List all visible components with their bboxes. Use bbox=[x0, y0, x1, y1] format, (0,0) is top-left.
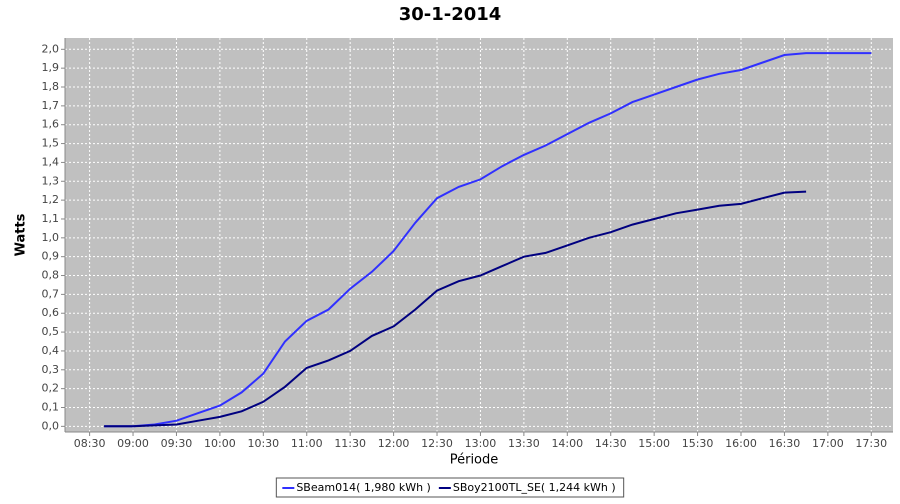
x-tick-label: 15:00 bbox=[638, 437, 670, 450]
y-tick-label: 0,2 bbox=[42, 382, 60, 395]
y-tick-label: 0,4 bbox=[42, 344, 60, 357]
y-tick-label: 1,0 bbox=[42, 231, 60, 244]
x-tick-label: 08:30 bbox=[74, 437, 106, 450]
y-axis-label: Watts bbox=[14, 213, 29, 256]
y-tick-label: 0,5 bbox=[42, 325, 60, 338]
x-tick-label: 14:30 bbox=[595, 437, 627, 450]
series-line bbox=[104, 52, 872, 428]
x-tick-label: 09:00 bbox=[117, 437, 149, 450]
x-tick-label: 17:00 bbox=[812, 437, 844, 450]
y-tick-label: 1,3 bbox=[42, 174, 60, 187]
x-tick-label: 17:30 bbox=[855, 437, 887, 450]
y-tick-label: 0,7 bbox=[42, 287, 60, 300]
y-tick-label: 2,0 bbox=[42, 42, 60, 55]
y-tick-label: 1,7 bbox=[42, 99, 60, 112]
x-tick-label: 16:30 bbox=[769, 437, 801, 450]
x-tick-label: 13:30 bbox=[508, 437, 540, 450]
x-tick-label: 11:00 bbox=[291, 437, 323, 450]
y-tick-label: 0,9 bbox=[42, 250, 60, 263]
x-tick-label: 11:30 bbox=[334, 437, 366, 450]
y-tick-label: 1,2 bbox=[42, 193, 60, 206]
y-tick-label: 0,3 bbox=[42, 363, 60, 376]
x-tick-label: 15:30 bbox=[682, 437, 714, 450]
y-tick-label: 0,6 bbox=[42, 306, 60, 319]
y-tick-label: 1,4 bbox=[42, 155, 60, 168]
y-tick-label: 1,1 bbox=[42, 212, 60, 225]
legend: SBeam014( 1,980 kWh ) SBoy2100TL_SE( 1,24… bbox=[275, 477, 625, 498]
x-tick-label: 10:00 bbox=[204, 437, 236, 450]
chart-title: 30-1-2014 bbox=[399, 4, 502, 25]
x-tick-label: 12:30 bbox=[421, 437, 453, 450]
series-line bbox=[104, 190, 807, 428]
x-tick-label: 09:30 bbox=[161, 437, 193, 450]
x-tick-label: 10:30 bbox=[247, 437, 279, 450]
y-tick-label: 1,9 bbox=[42, 61, 60, 74]
y-tick-label: 1,6 bbox=[42, 118, 60, 131]
legend-label: SBeam014( 1,980 kWh ) bbox=[296, 481, 431, 494]
y-tick-label: 0,0 bbox=[42, 419, 60, 432]
y-tick-label: 0,8 bbox=[42, 269, 60, 282]
x-tick-label: 12:00 bbox=[378, 437, 410, 450]
y-tick-label: 0,1 bbox=[42, 400, 60, 413]
y-tick-label: 1,8 bbox=[42, 80, 60, 93]
x-tick-label: 14:00 bbox=[551, 437, 583, 450]
y-tick-label: 1,5 bbox=[42, 137, 60, 150]
x-axis-label: Période bbox=[450, 453, 499, 468]
x-tick-label: 16:00 bbox=[725, 437, 757, 450]
plot-area bbox=[65, 38, 893, 432]
legend-label: SBoy2100TL_SE( 1,244 kWh ) bbox=[453, 481, 616, 494]
x-tick-label: 13:00 bbox=[465, 437, 497, 450]
